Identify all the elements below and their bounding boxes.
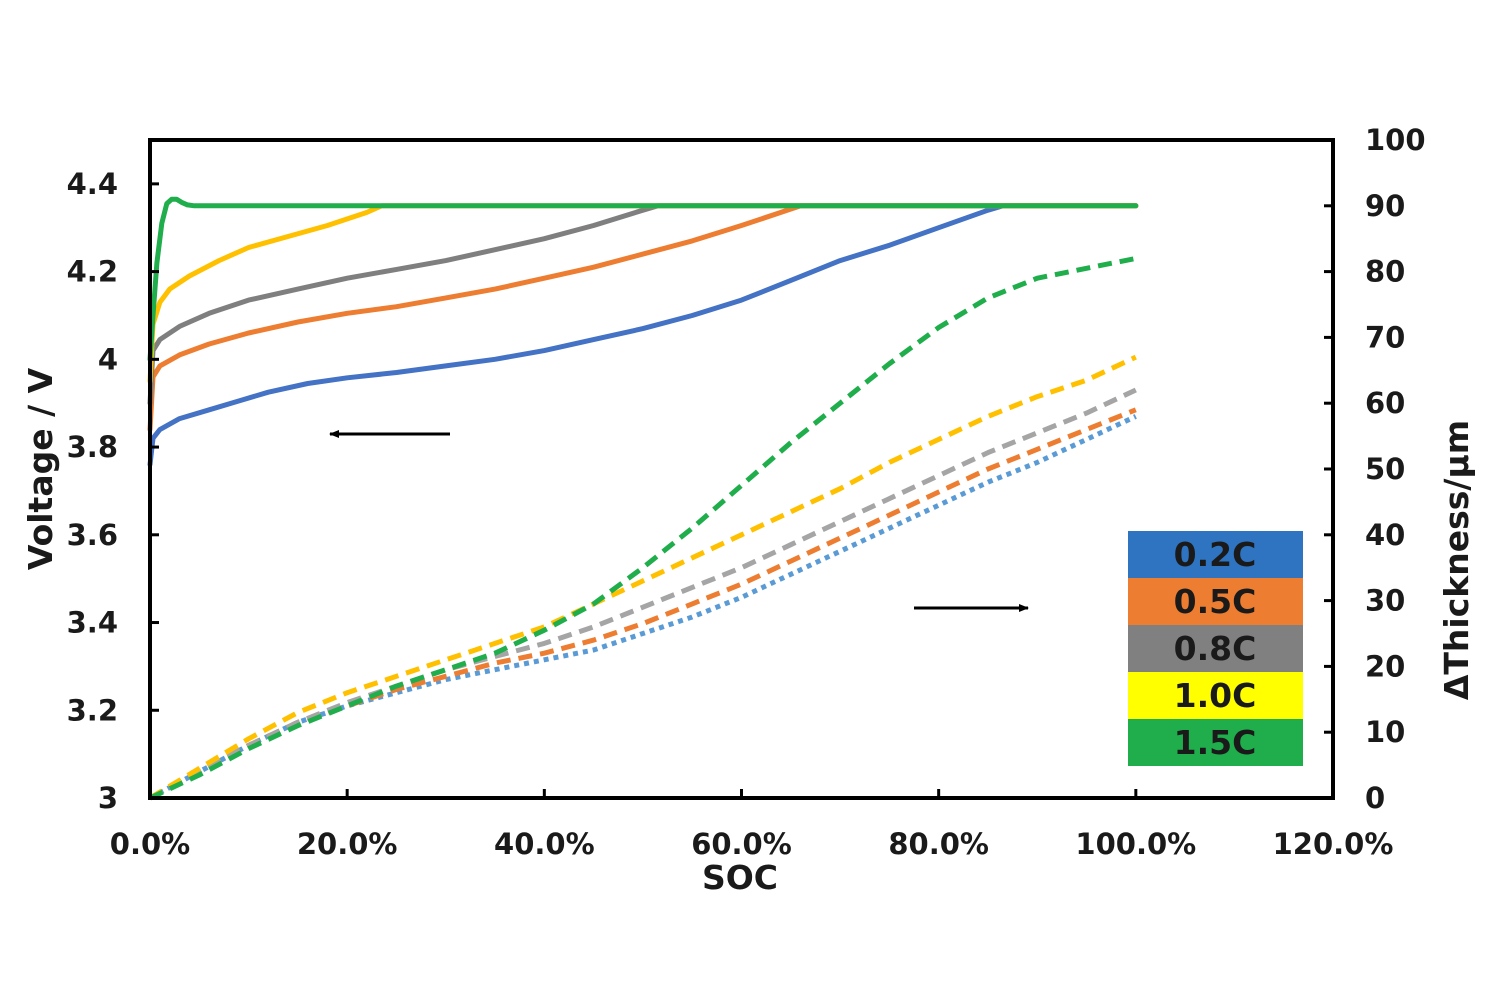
y-axis-title: Voltage / V xyxy=(21,367,60,570)
voltage-line-1-0c xyxy=(147,203,1139,384)
legend-label-1-0c: 1.0C xyxy=(1174,676,1257,715)
y2-tick-label: 10 xyxy=(1365,715,1405,749)
y2-tick-label: 50 xyxy=(1365,452,1405,486)
x-tick-label: 100.0% xyxy=(1075,827,1196,861)
x-tick-label: 40.0% xyxy=(494,827,595,861)
y2-tick-label: 30 xyxy=(1365,584,1405,618)
y-tick-label: 4.2 xyxy=(67,255,118,289)
y2-tick-label: 90 xyxy=(1365,189,1405,223)
voltage-line-0-5c xyxy=(147,203,1139,432)
ticks-layer: 0.0% 20.0% 40.0% 60.0% 80.0% 100.0% 120.0% 3 3.2… xyxy=(67,123,1426,861)
y-tick-label: 3 xyxy=(98,781,118,815)
legend-swatch-1-0c xyxy=(1128,672,1303,719)
legend: 0.2C 0.5C 0.8C 1.0C 1.5C xyxy=(1128,531,1303,766)
legend-label-0-5c: 0.5C xyxy=(1174,582,1257,621)
voltage-line-1-5c xyxy=(147,196,1139,362)
y-tick-label: 4 xyxy=(98,342,118,376)
legend-swatch-0-5c xyxy=(1128,578,1303,625)
y2-tick-label: 0 xyxy=(1365,781,1385,815)
y-tick-label: 3.8 xyxy=(67,430,118,464)
y2-tick-label: 40 xyxy=(1365,518,1405,552)
y-tick-label: 4.4 xyxy=(67,167,118,201)
y-tick-label: 3.6 xyxy=(67,518,118,552)
legend-swatch-0-2c xyxy=(1128,531,1303,578)
thickness-line-0-8c xyxy=(148,387,1137,801)
y2-tick-label: 80 xyxy=(1365,255,1405,289)
x-axis-title: SOC xyxy=(702,858,778,897)
x-tick-label: 80.0% xyxy=(888,827,989,861)
legend-swatch-1-5c xyxy=(1128,719,1303,766)
x-tick-label: 60.0% xyxy=(691,827,792,861)
legend-label-0-2c: 0.2C xyxy=(1174,535,1257,574)
x-tick-label: 0.0% xyxy=(110,827,190,861)
thickness-line-1-5c xyxy=(148,255,1137,801)
y2-tick-label: 100 xyxy=(1365,123,1426,157)
voltage-line-0-2c xyxy=(147,203,1139,468)
y2-tick-label: 20 xyxy=(1365,649,1405,683)
legend-label-1-5c: 1.5C xyxy=(1174,723,1257,762)
legend-swatch-0-8c xyxy=(1128,625,1303,672)
x-tick-label: 20.0% xyxy=(297,827,398,861)
thickness-line-0-5c xyxy=(148,407,1137,801)
x-tick-label: 120.0% xyxy=(1273,827,1394,861)
y-tick-label: 3.4 xyxy=(67,606,118,640)
legend-label-0-8c: 0.8C xyxy=(1174,629,1257,668)
series-layer xyxy=(147,196,1139,801)
thickness-line-1-0c xyxy=(148,354,1137,801)
y2-axis-title: ΔThickness/μm xyxy=(1437,420,1476,700)
y-tick-label: 3.2 xyxy=(67,693,118,727)
y2-tick-label: 70 xyxy=(1365,320,1405,354)
y2-tick-label: 60 xyxy=(1365,386,1405,420)
plot-frame xyxy=(148,138,1335,800)
